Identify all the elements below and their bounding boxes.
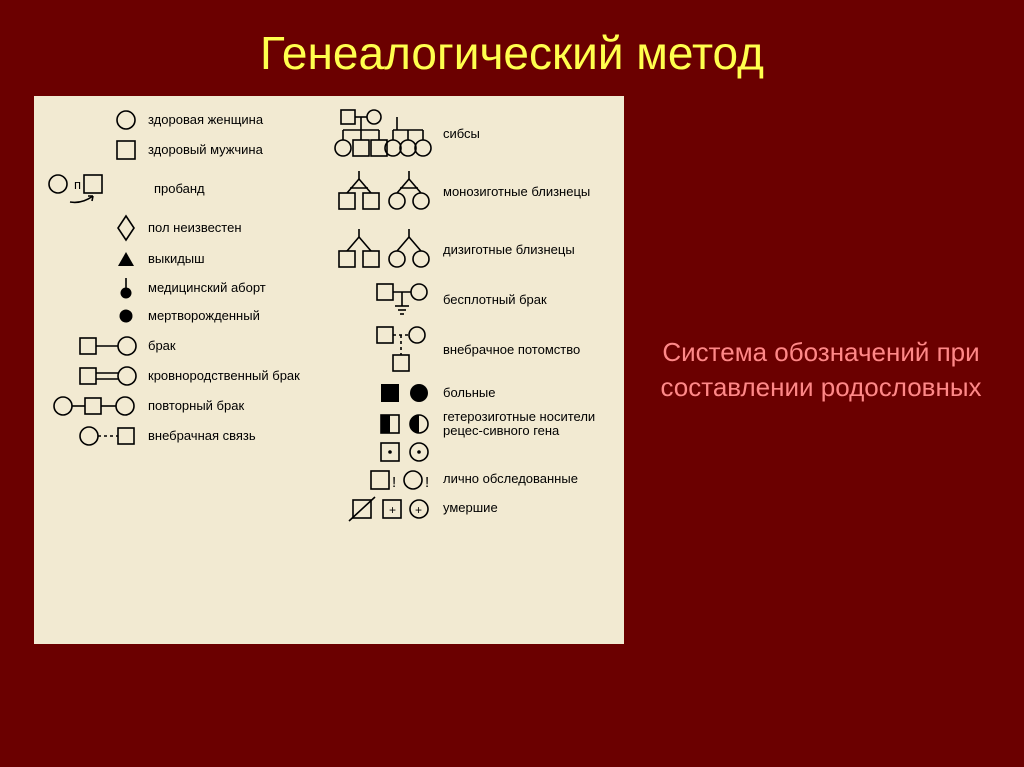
legend-item: медицинский аборт: [40, 276, 323, 300]
legend-item: [335, 441, 618, 463]
stillborn-icon: [40, 306, 138, 326]
legend-item: сибсы: [335, 108, 618, 160]
legend-item: больные: [335, 382, 618, 404]
legend-panel: здоровая женщина здоровый мужчина п: [34, 96, 624, 644]
legend-item: внебрачное потомство: [335, 324, 618, 376]
legend-item: ! ! лично обследованные: [335, 469, 618, 491]
legend-label: умершие: [433, 501, 618, 515]
page-title: Генеалогический метод: [0, 0, 1024, 96]
legend-label: пробанд: [144, 182, 323, 196]
mz-twins-icon: [335, 166, 433, 218]
side-caption-area: Система обозначений при составлении родо…: [652, 96, 990, 644]
legend-item: повторный брак: [40, 394, 323, 418]
side-caption: Система обозначений при составлении родо…: [652, 335, 990, 405]
legend-item: кровнородственный брак: [40, 364, 323, 388]
legend-item: мертворожденный: [40, 306, 323, 326]
legend-item: здоровый мужчина: [40, 138, 323, 162]
legend-label: здоровый мужчина: [138, 143, 323, 157]
svg-text:п: п: [74, 177, 81, 192]
miscarriage-icon: [40, 248, 138, 270]
content-area: здоровая женщина здоровый мужчина п: [0, 96, 1024, 644]
legend-item: монозиготные близнецы: [335, 166, 618, 218]
extramarital-icon: [40, 424, 138, 448]
sibs-icon: [335, 108, 433, 160]
legend-label: повторный брак: [138, 399, 323, 413]
healthy-female-icon: [40, 108, 138, 132]
legend-item: брак: [40, 334, 323, 358]
legend-label: дизиготные близнецы: [433, 243, 618, 257]
consanguineous-icon: [40, 364, 138, 388]
legend-label: здоровая женщина: [138, 113, 323, 127]
legend-label: внебрачная связь: [138, 429, 323, 443]
examined-icon: ! !: [335, 469, 433, 491]
affected-icon: [335, 382, 433, 404]
carrier-dot-icon: [335, 441, 433, 463]
legend-item: гетерозиготные носители рецес-сивного ге…: [335, 410, 618, 439]
childless-icon: [335, 282, 433, 318]
legend-item: пол неизвестен: [40, 214, 323, 242]
abortion-icon: [40, 276, 138, 300]
legend-label: бесплотный брак: [433, 293, 618, 307]
legend-label: мертворожденный: [138, 309, 323, 323]
legend-item: внебрачная связь: [40, 424, 323, 448]
illegitimate-icon: [335, 324, 433, 376]
healthy-male-icon: [40, 138, 138, 162]
legend-item: здоровая женщина: [40, 108, 323, 132]
legend-right-column: сибсы: [329, 96, 624, 644]
legend-label: выкидыш: [138, 252, 323, 266]
legend-label: пол неизвестен: [138, 221, 323, 235]
legend-label: сибсы: [433, 127, 618, 141]
remarriage-icon: [40, 394, 138, 418]
svg-text:+: +: [389, 503, 396, 517]
svg-text:!: !: [425, 474, 429, 491]
legend-item: бесплотный брак: [335, 282, 618, 318]
legend-item: выкидыш: [40, 248, 323, 270]
legend-label: гетерозиготные носители рецес-сивного ге…: [433, 410, 618, 439]
legend-label: кровнородственный брак: [138, 369, 323, 383]
legend-label: лично обследованные: [433, 472, 618, 486]
legend-label: брак: [138, 339, 323, 353]
dz-twins-icon: [335, 224, 433, 276]
legend-label: больные: [433, 386, 618, 400]
legend-left-column: здоровая женщина здоровый мужчина п: [34, 96, 329, 644]
legend-item: дизиготные близнецы: [335, 224, 618, 276]
legend-item: + + умершие: [335, 497, 618, 521]
marriage-icon: [40, 334, 138, 358]
carrier-icon: [335, 413, 433, 435]
legend-label: медицинский аборт: [138, 281, 323, 295]
proband-icon: п: [40, 172, 144, 206]
deceased-icon: + +: [335, 497, 433, 521]
legend-label: монозиготные близнецы: [433, 185, 618, 199]
svg-text:!: !: [392, 474, 396, 491]
legend-item: п пробанд: [40, 172, 323, 206]
svg-text:+: +: [415, 503, 422, 517]
legend-label: внебрачное потомство: [433, 343, 618, 357]
unknown-sex-icon: [40, 214, 138, 242]
